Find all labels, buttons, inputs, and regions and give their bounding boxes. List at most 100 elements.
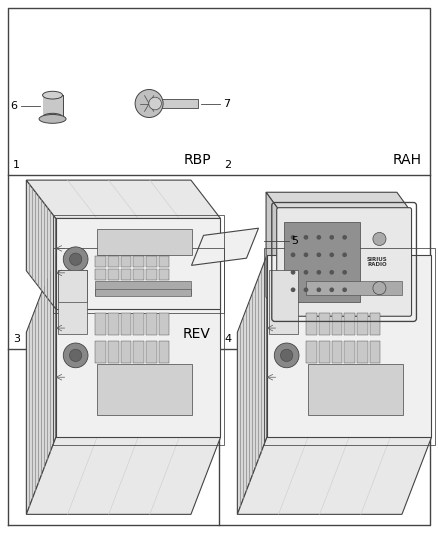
Ellipse shape: [39, 115, 66, 123]
Circle shape: [149, 97, 161, 110]
Bar: [108, 269, 119, 280]
Ellipse shape: [42, 114, 63, 121]
Bar: [95, 281, 191, 295]
Polygon shape: [266, 192, 410, 209]
Text: 2: 2: [224, 160, 231, 170]
Circle shape: [329, 270, 334, 274]
Bar: [284, 222, 360, 302]
Bar: [146, 341, 157, 362]
Bar: [95, 289, 191, 296]
Polygon shape: [191, 228, 258, 265]
Bar: [95, 269, 106, 280]
Circle shape: [317, 253, 321, 257]
Text: 4: 4: [224, 334, 231, 344]
Polygon shape: [26, 255, 56, 514]
Circle shape: [304, 253, 308, 257]
Circle shape: [70, 253, 82, 265]
Bar: [307, 341, 317, 362]
Bar: [121, 256, 131, 266]
Bar: [370, 341, 381, 362]
Ellipse shape: [42, 91, 63, 99]
Circle shape: [342, 253, 347, 257]
Bar: [134, 256, 144, 266]
Circle shape: [373, 232, 386, 246]
Bar: [332, 341, 343, 362]
Bar: [108, 256, 119, 266]
Bar: [53, 248, 224, 445]
Polygon shape: [266, 192, 279, 314]
Circle shape: [329, 287, 334, 292]
Bar: [268, 270, 298, 334]
Circle shape: [342, 270, 347, 274]
Bar: [146, 269, 157, 280]
Bar: [53, 215, 224, 313]
FancyBboxPatch shape: [277, 208, 412, 316]
Bar: [146, 256, 157, 266]
Polygon shape: [56, 255, 220, 437]
Bar: [344, 341, 355, 362]
Circle shape: [291, 287, 295, 292]
Circle shape: [64, 343, 88, 368]
Circle shape: [317, 270, 321, 274]
Circle shape: [304, 235, 308, 240]
Circle shape: [291, 253, 295, 257]
Bar: [134, 269, 144, 280]
Circle shape: [291, 270, 295, 274]
Circle shape: [342, 235, 347, 240]
Bar: [307, 313, 317, 335]
Bar: [134, 313, 144, 335]
Polygon shape: [237, 437, 431, 514]
Bar: [357, 313, 368, 335]
Bar: [319, 341, 330, 362]
Polygon shape: [56, 219, 220, 309]
Polygon shape: [237, 255, 267, 514]
Bar: [42, 95, 63, 117]
Text: RAH: RAH: [393, 153, 422, 167]
Circle shape: [280, 349, 293, 361]
Circle shape: [70, 349, 82, 361]
Polygon shape: [267, 255, 431, 437]
Circle shape: [329, 253, 334, 257]
Bar: [264, 248, 435, 445]
Bar: [134, 341, 144, 362]
Polygon shape: [26, 180, 220, 219]
Bar: [332, 313, 343, 335]
Bar: [57, 270, 87, 302]
Text: 1: 1: [13, 160, 20, 170]
Circle shape: [373, 281, 386, 295]
Bar: [357, 341, 368, 362]
Polygon shape: [26, 437, 220, 514]
Text: REV: REV: [183, 327, 211, 341]
Bar: [121, 313, 131, 335]
Circle shape: [317, 287, 321, 292]
Bar: [57, 270, 87, 334]
Bar: [108, 341, 119, 362]
Bar: [95, 313, 106, 335]
Bar: [153, 99, 198, 108]
Bar: [97, 365, 192, 415]
Bar: [121, 269, 131, 280]
Bar: [121, 341, 131, 362]
Circle shape: [274, 343, 299, 368]
Bar: [308, 365, 403, 415]
Text: 5: 5: [292, 236, 299, 246]
Bar: [159, 313, 170, 335]
Text: 6: 6: [11, 101, 18, 111]
Circle shape: [329, 235, 334, 240]
Circle shape: [304, 270, 308, 274]
Circle shape: [291, 235, 295, 240]
Bar: [319, 313, 330, 335]
Polygon shape: [26, 180, 56, 309]
Circle shape: [342, 287, 347, 292]
Text: 3: 3: [13, 334, 20, 344]
Bar: [370, 313, 381, 335]
Bar: [146, 313, 157, 335]
Bar: [307, 281, 402, 295]
Bar: [159, 269, 170, 280]
Bar: [97, 229, 192, 255]
Circle shape: [64, 247, 88, 272]
Bar: [344, 313, 355, 335]
Circle shape: [304, 287, 308, 292]
Bar: [159, 341, 170, 362]
Text: RBP: RBP: [184, 153, 211, 167]
